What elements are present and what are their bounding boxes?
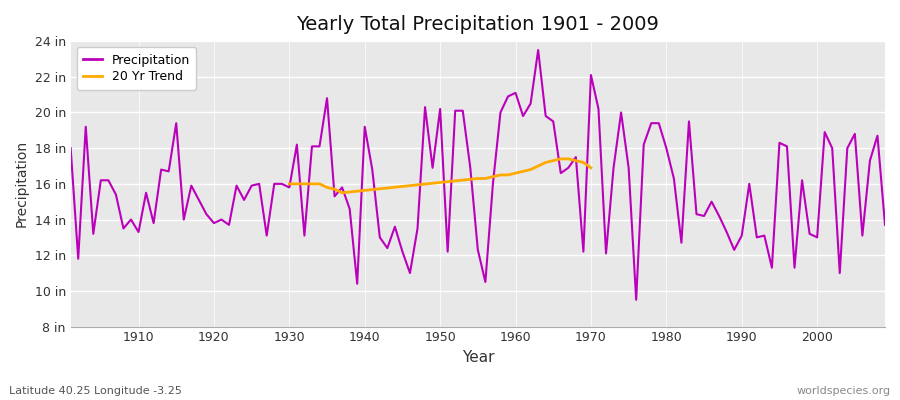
Y-axis label: Precipitation: Precipitation — [15, 140, 29, 228]
Title: Yearly Total Precipitation 1901 - 2009: Yearly Total Precipitation 1901 - 2009 — [296, 15, 660, 34]
Legend: Precipitation, 20 Yr Trend: Precipitation, 20 Yr Trend — [76, 47, 196, 90]
X-axis label: Year: Year — [462, 350, 494, 365]
Text: Latitude 40.25 Longitude -3.25: Latitude 40.25 Longitude -3.25 — [9, 386, 182, 396]
Text: worldspecies.org: worldspecies.org — [796, 386, 891, 396]
